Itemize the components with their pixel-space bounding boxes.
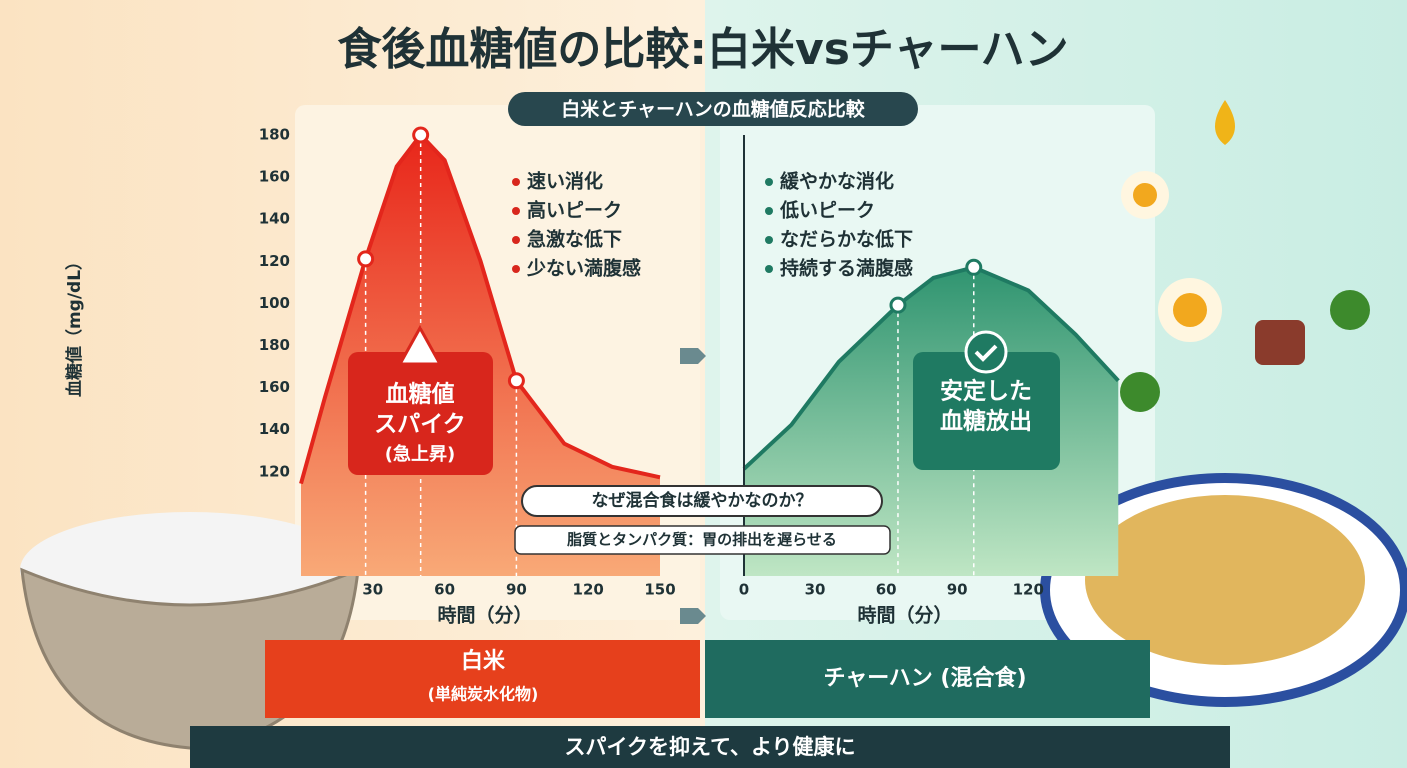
curve — [742, 265, 1120, 471]
bullet-dot — [512, 207, 520, 215]
x-tick-label: 120 — [1013, 581, 1044, 599]
panel-label-left — [265, 640, 700, 718]
footer: スパイクを抑えて、より健康に — [564, 735, 855, 759]
x-tick-label: 30 — [362, 581, 383, 599]
y-tick-label: 160 — [259, 168, 290, 186]
yolk — [1173, 293, 1207, 327]
bullet-dot — [512, 265, 520, 273]
y-tick-label: 140 — [259, 420, 290, 438]
arrow — [680, 608, 706, 624]
bullet: なだらかな低下 — [780, 228, 913, 251]
y-tick-label: 120 — [259, 462, 290, 480]
x-tick-label: 90 — [506, 581, 527, 599]
panel-label-right — [705, 640, 1150, 718]
broccoli — [1120, 372, 1160, 412]
title: 食後血糖値の比較:白米vsチャーハン — [337, 24, 1068, 75]
badge-text: 血糖値 — [386, 381, 455, 408]
point — [889, 296, 907, 314]
y-tick-label: 120 — [259, 252, 290, 270]
point — [507, 372, 525, 390]
x-tick-label: 60 — [434, 581, 455, 599]
note-question-box — [521, 485, 883, 517]
bullet-dot — [765, 265, 773, 273]
note-answer: 脂質とタンパク質：胃の排出を遅らせる — [567, 531, 837, 549]
bullet-dot — [765, 178, 773, 186]
badge-text: 安定した — [940, 378, 1032, 405]
y-tick-label: 160 — [259, 378, 290, 396]
note-answer-box — [514, 525, 891, 555]
panel-label: チャーハン (混合食) — [823, 665, 1026, 691]
bullet: 持続する満腹感 — [780, 257, 913, 280]
subtitle-pill — [508, 92, 918, 126]
x-tick-label: 0 — [739, 581, 749, 599]
panel-sublabel: (単純炭水化物) — [428, 685, 539, 704]
y-tick-label: 180 — [259, 126, 290, 144]
y-axis-label: 血糖値（mg/dL） — [64, 253, 85, 397]
y-tick-label: 100 — [259, 294, 290, 312]
bullet: 少ない満腹感 — [526, 257, 641, 280]
point — [357, 250, 375, 268]
warning-icon — [397, 324, 443, 366]
point — [965, 258, 983, 276]
note-question: なぜ混合食は緩やかなのか？ — [592, 490, 813, 511]
bullet: 高いピーク — [527, 199, 622, 222]
broccoli — [1330, 290, 1370, 330]
bullet: 速い消化 — [527, 170, 603, 193]
subtitle: 白米とチャーハンの血糖値反応比較 — [561, 98, 865, 121]
pork — [1255, 320, 1305, 365]
curve — [299, 131, 661, 485]
arrow — [680, 348, 706, 364]
y-tick-label: 140 — [259, 210, 290, 228]
badge-text: (急上昇) — [385, 443, 455, 465]
point — [412, 126, 430, 144]
x-tick-label: 90 — [947, 581, 968, 599]
x-tick-label: 150 — [644, 581, 675, 599]
yolk — [1133, 183, 1157, 207]
bullet-dot — [512, 236, 520, 244]
panel-label: 白米 — [461, 648, 506, 674]
y-tick-label: 180 — [259, 336, 290, 354]
fried-rice — [1085, 495, 1365, 665]
oil-drop — [1215, 100, 1235, 145]
badge-text: スパイク — [374, 412, 466, 438]
badge-left — [348, 352, 493, 475]
x-tick-label: 30 — [805, 581, 826, 599]
x-axis-label: 時間（分） — [437, 604, 532, 627]
x-tick-label: 120 — [573, 581, 604, 599]
badge-right — [913, 352, 1060, 470]
bullet: 緩やかな消化 — [780, 170, 894, 193]
bullet-dot — [512, 178, 520, 186]
bullet-dot — [765, 236, 773, 244]
bullet: 低いピーク — [779, 199, 875, 222]
badge-text: 血糖放出 — [940, 408, 1032, 435]
bullet-dot — [765, 207, 773, 215]
check-icon — [964, 330, 1008, 374]
footer-bar — [190, 726, 1230, 768]
check-mark — [974, 344, 998, 362]
x-axis-label: 時間（分） — [857, 604, 952, 627]
x-tick-label: 60 — [876, 581, 897, 599]
bullet: 急激な低下 — [527, 228, 622, 251]
